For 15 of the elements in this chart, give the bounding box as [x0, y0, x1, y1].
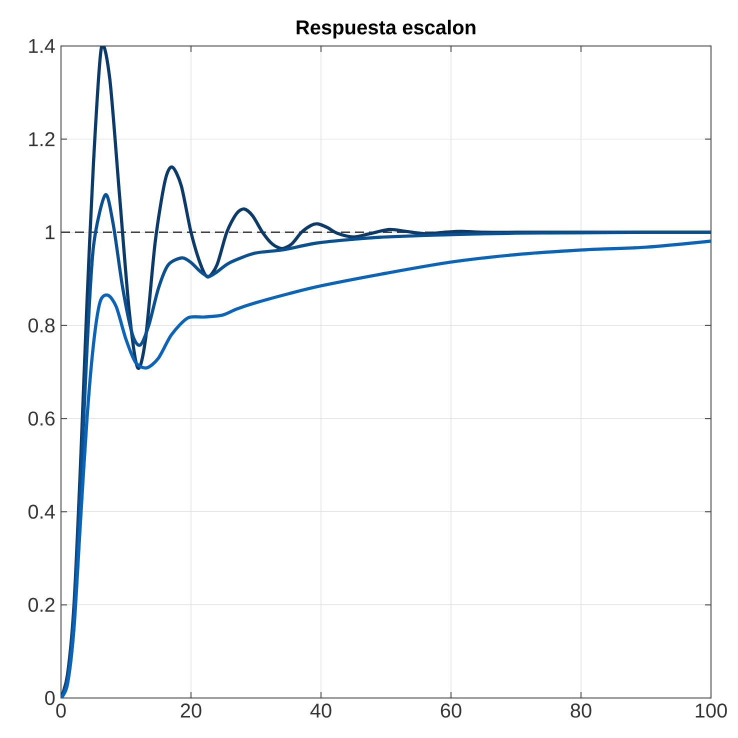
chart-title: Respuesta escalon	[296, 20, 476, 38]
y-tick-label: 0.2	[28, 598, 54, 612]
x-tick-label: 60	[440, 704, 462, 718]
y-tick-label: 0	[45, 690, 55, 706]
y-tick-label: 1	[46, 225, 54, 240]
y-tick-label: 0.6	[28, 411, 55, 426]
y-tick-label: 0.4	[28, 504, 55, 519]
x-tick-label: 100	[696, 704, 727, 718]
y-tick-label: 1.4	[29, 39, 55, 53]
x-tick-label: 20	[180, 704, 202, 718]
x-tick-label: 80	[570, 704, 592, 718]
y-tick-label: 1.2	[29, 132, 54, 146]
x-tick-label: 40	[310, 704, 332, 718]
y-tick-label: 0.8	[28, 318, 55, 332]
x-tick-label: 0	[56, 704, 66, 718]
